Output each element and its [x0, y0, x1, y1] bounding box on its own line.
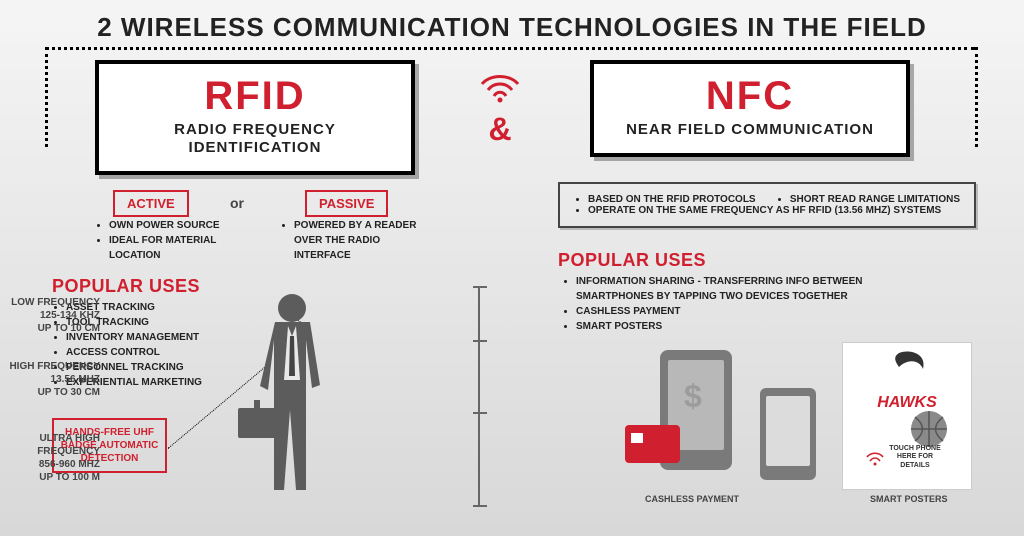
basketball-icon	[909, 409, 949, 449]
list-item: SMART POSTERS	[576, 319, 922, 334]
freq-range: UP TO 10 CM	[0, 322, 100, 335]
list-item: OWN POWER SOURCE	[109, 218, 230, 233]
list-item: BASED ON THE RFID PROTOCOLS	[588, 194, 756, 205]
freq-high: HIGH FREQUENCY 13.56 MHZ UP TO 30 CM	[0, 360, 100, 399]
nfc-name: NFC	[614, 74, 886, 119]
freq-name: HIGH FREQUENCY	[0, 360, 100, 373]
list-item: IDEAL FOR MATERIAL LOCATION	[109, 233, 230, 263]
nfc-waves-icon	[865, 451, 885, 467]
active-bullets: OWN POWER SOURCE IDEAL FOR MATERIAL LOCA…	[95, 218, 230, 263]
nfc-popular-list: INFORMATION SHARING - TRANSFERRING INFO …	[562, 274, 922, 334]
tick	[473, 505, 487, 507]
posters-label: SMART POSTERS	[870, 494, 948, 504]
nfc-popular-title: POPULAR USES	[558, 250, 706, 271]
rfid-name: RFID	[119, 74, 391, 119]
rfid-popular-title: POPULAR USES	[52, 276, 200, 297]
page-title: 2 WIRELESS COMMUNICATION TECHNOLOGIES IN…	[0, 0, 1024, 43]
ampersand: &	[478, 111, 522, 148]
rfid-subtitle: RADIO FREQUENCY IDENTIFICATION	[119, 121, 391, 157]
or-text: or	[230, 195, 244, 211]
freq-value: 856-960 MHZ	[0, 458, 100, 471]
tick	[473, 412, 487, 414]
freq-range: UP TO 30 CM	[0, 386, 100, 399]
freq-value: 125-134 KHZ	[0, 309, 100, 322]
freq-range: UP TO 100 M	[0, 471, 100, 484]
dotted-connector-top	[45, 47, 975, 50]
list-item: INFORMATION SHARING - TRANSFERRING INFO …	[576, 274, 922, 304]
list-item: CASHLESS PAYMENT	[576, 304, 922, 319]
list-item: POWERED BY A READER OVER THE RADIO INTER…	[294, 218, 435, 263]
freq-low: LOW FREQUENCY 125-134 KHZ UP TO 10 CM	[0, 296, 100, 335]
dotted-connector-left	[45, 47, 48, 147]
list-item: ACCESS CONTROL	[66, 345, 237, 360]
nfc-box: NFC NEAR FIELD COMMUNICATION	[590, 60, 910, 157]
list-item: OPERATE ON THE SAME FREQUENCY AS HF RFID…	[588, 205, 960, 216]
nfc-subtitle: NEAR FIELD COMMUNICATION	[614, 121, 886, 139]
list-item: SHORT READ RANGE LIMITATIONS	[790, 194, 960, 205]
wifi-icon	[478, 72, 522, 104]
ampersand-group: &	[478, 72, 522, 148]
rfid-box: RFID RADIO FREQUENCY IDENTIFICATION	[95, 60, 415, 175]
tick	[473, 286, 487, 288]
poster-touch-text: TOUCH PHONE HERE FOR DETAILS	[887, 445, 943, 470]
tick	[473, 340, 487, 342]
nfc-info-box: BASED ON THE RFID PROTOCOLS SHORT READ R…	[558, 182, 976, 228]
smart-poster: HAWKS TOUCH PHONE HERE FOR DETAILS	[842, 342, 972, 490]
active-label-box: ACTIVE	[113, 190, 189, 217]
freq-name: LOW FREQUENCY	[0, 296, 100, 309]
businessman-icon	[220, 290, 355, 520]
passive-label-box: PASSIVE	[305, 190, 388, 217]
freq-value: 13.56 MHZ	[0, 373, 100, 386]
dotted-connector-right	[975, 47, 978, 147]
dollar-icon: $	[684, 378, 702, 415]
credit-card-icon	[625, 425, 680, 463]
cashless-label: CASHLESS PAYMENT	[645, 494, 739, 504]
frequency-scale	[365, 286, 480, 506]
freq-name: ULTRA HIGH FREQUENCY	[0, 432, 100, 458]
passive-bullets: POWERED BY A READER OVER THE RADIO INTER…	[280, 218, 435, 263]
hawk-icon	[849, 349, 967, 385]
phone-small-icon	[760, 388, 816, 480]
freq-uhf: ULTRA HIGH FREQUENCY 856-960 MHZ UP TO 1…	[0, 432, 100, 484]
